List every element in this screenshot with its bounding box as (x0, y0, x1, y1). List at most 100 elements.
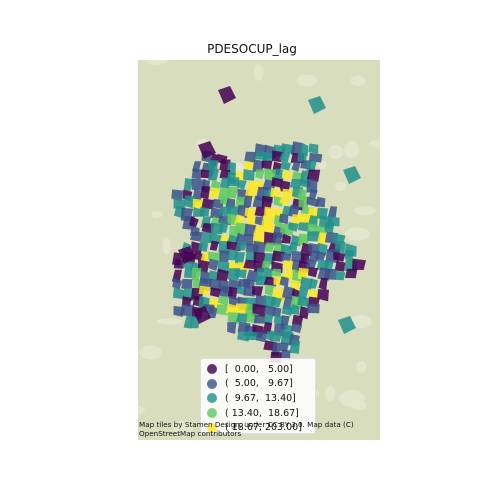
census-tract-polygon (261, 195, 273, 209)
census-tract-polygon (253, 251, 266, 263)
census-tract-polygon (189, 216, 199, 228)
census-tract-polygon (270, 268, 282, 278)
census-tract-polygon (281, 285, 295, 300)
census-tract-polygon (306, 178, 318, 193)
census-tract-polygon (297, 152, 307, 163)
census-tract-polygon (217, 296, 229, 306)
census-tract-polygon (281, 305, 293, 316)
census-tract-polygon (226, 186, 239, 199)
census-tract-polygon (289, 304, 300, 315)
census-tract-polygon (299, 142, 309, 157)
census-tract-polygon (271, 177, 283, 188)
census-tract-polygon (244, 160, 255, 170)
legend-item-class-5: ( 18.67, 203.00] (207, 420, 311, 435)
map-legend: [ 0.00, 5.00] ( 5.00, 9.67] ( 9.67, 13.4… (200, 358, 316, 434)
census-tract-polygon (172, 278, 183, 290)
basemap-patch (156, 318, 183, 325)
census-tract-polygon (270, 187, 282, 199)
census-tract-polygon (235, 313, 249, 323)
census-tract-polygon (181, 278, 193, 289)
census-tract-polygon (318, 277, 328, 291)
census-tract-polygon (218, 86, 236, 104)
census-tract-polygon (261, 160, 273, 171)
map-attribution: Map tiles by Stamen Design, under CC BY … (139, 420, 379, 438)
census-tract-polygon (297, 222, 310, 232)
basemap-patch (328, 144, 344, 160)
basemap-patch (296, 74, 318, 87)
census-tract-polygon (315, 251, 326, 261)
basemap-patch (253, 63, 264, 81)
census-tract-polygon (308, 96, 326, 114)
census-tract-polygon (254, 206, 267, 218)
census-tract-polygon (253, 314, 266, 324)
census-tract-polygon (216, 304, 229, 316)
census-tract-polygon (262, 322, 273, 335)
census-tract-polygon (226, 177, 240, 187)
census-tract-polygon (291, 161, 301, 172)
attribution-line-2: OpenStreetMap contributors (139, 429, 242, 438)
census-tract-polygon (192, 198, 204, 210)
census-tract-polygon (183, 178, 194, 192)
census-tract-polygon (282, 269, 296, 280)
census-tract-polygon (236, 180, 247, 190)
legend-label: ( 9.67, 13.40] (225, 392, 296, 404)
census-tract-polygon (308, 143, 319, 154)
census-tract-polygon (327, 206, 338, 218)
legend-swatch (207, 408, 217, 419)
census-tract-polygon (243, 169, 255, 181)
legend-item-class-4: ( 13.40, 18.67] (207, 406, 311, 421)
census-tract-polygon (308, 278, 318, 289)
census-tract-polygon (261, 260, 271, 270)
census-tract-polygon (190, 231, 204, 242)
census-tract-polygon (235, 252, 246, 265)
choropleth-polygons (171, 86, 366, 363)
census-tract-polygon (324, 268, 337, 280)
basemap-patch (139, 345, 162, 360)
basemap-patch (162, 237, 171, 255)
census-tract-polygon (279, 180, 291, 193)
census-tract-polygon (191, 267, 202, 281)
basemap-patch (339, 390, 365, 407)
census-tract-polygon (272, 231, 282, 246)
census-tract-polygon (344, 249, 354, 262)
census-tract-polygon (281, 233, 291, 244)
legend-item-class-1: [ 0.00, 5.00] (207, 362, 311, 377)
legend-swatch (207, 393, 217, 404)
basemap-patch (344, 227, 370, 241)
census-tract-polygon (270, 330, 282, 342)
census-tract-polygon (252, 303, 266, 317)
census-tract-polygon (291, 314, 304, 326)
census-tract-polygon (297, 233, 311, 246)
census-tract-polygon (308, 267, 319, 278)
census-tract-polygon (288, 242, 298, 252)
census-tract-polygon (299, 306, 310, 320)
census-tract-polygon (207, 305, 218, 319)
census-tract-polygon (199, 206, 210, 217)
legend-swatch (207, 364, 217, 375)
census-tract-polygon (334, 270, 346, 281)
census-tract-polygon (200, 251, 210, 263)
basemap-patch (138, 405, 145, 415)
census-tract-polygon (263, 267, 273, 280)
census-tract-polygon (281, 348, 291, 361)
census-tract-polygon (309, 152, 323, 163)
census-tract-polygon (255, 169, 265, 180)
census-tract-polygon (252, 286, 264, 297)
legend-item-class-3: ( 9.67, 13.40] (207, 391, 311, 406)
map-canvas[interactable] (138, 60, 380, 440)
census-tract-polygon (201, 231, 212, 243)
census-tract-polygon (270, 297, 282, 308)
census-tract-polygon (191, 168, 203, 180)
census-tract-polygon (243, 259, 257, 269)
census-tract-polygon (208, 258, 219, 271)
basemap-patch (173, 421, 194, 436)
census-tract-polygon (306, 169, 321, 182)
census-tract-polygon (216, 268, 229, 282)
census-tract-polygon (333, 252, 346, 262)
census-tract-polygon (173, 287, 184, 300)
census-tract-polygon (227, 322, 237, 334)
census-tract-polygon (299, 252, 310, 265)
census-tract-polygon (198, 141, 216, 159)
census-tract-polygon (234, 269, 247, 279)
